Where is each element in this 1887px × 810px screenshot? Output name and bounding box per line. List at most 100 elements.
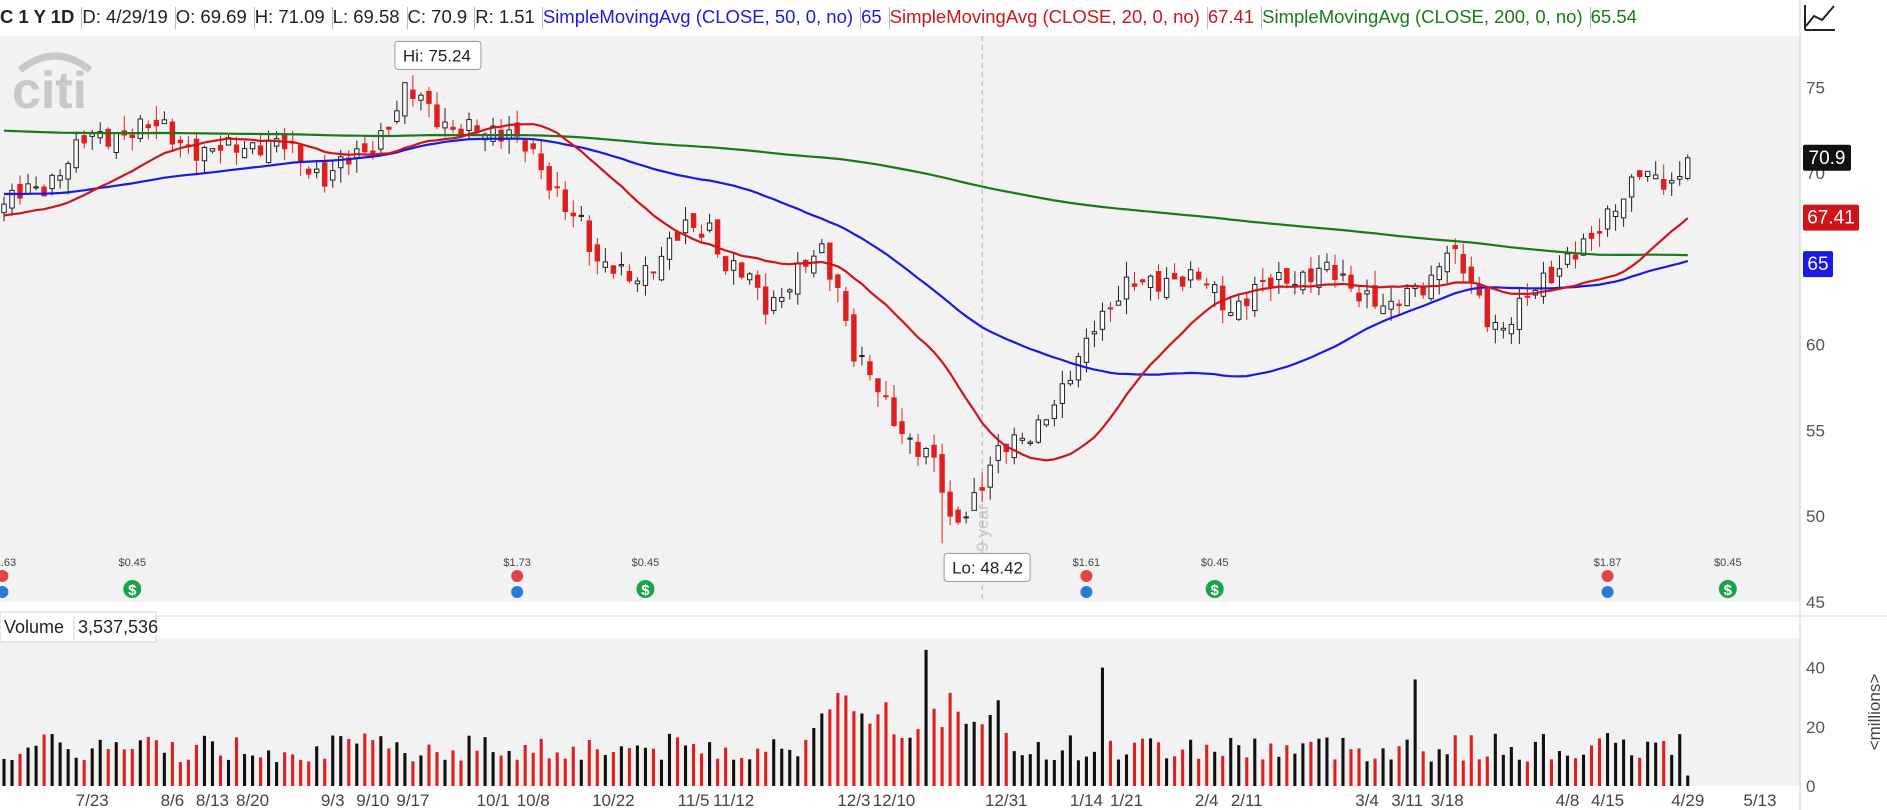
candle-body — [602, 261, 609, 268]
volume-bar — [1606, 733, 1610, 786]
volume-bar — [307, 761, 311, 786]
volume-bar — [876, 714, 880, 786]
volume-bar — [1437, 749, 1441, 786]
candle-body — [626, 270, 633, 282]
volume-bar — [1309, 741, 1313, 786]
volume-bar — [1245, 757, 1249, 786]
candle-body — [827, 242, 833, 280]
sma20-study-label[interactable]: SimpleMovingAvg (CLOSE, 20, 0, no) — [889, 6, 1200, 27]
volume-bar — [82, 759, 86, 786]
candle-body — [610, 265, 617, 274]
volume-bar — [1068, 735, 1072, 786]
event-amount: $0.45 — [1714, 557, 1742, 569]
volume-bar — [1116, 759, 1121, 786]
volume-bar — [267, 750, 271, 786]
range-label: R: 1.51 — [475, 6, 535, 27]
volume-bar — [1662, 740, 1666, 786]
sma50-study-value: 65 — [861, 6, 882, 27]
volume-bar — [1229, 737, 1233, 786]
candle-body — [1436, 266, 1442, 281]
candle-body — [1171, 273, 1178, 280]
candle-body — [578, 214, 584, 217]
candle-body — [1163, 277, 1170, 298]
time-tick-label: 1/14 — [1070, 791, 1103, 810]
volume-bar — [451, 750, 455, 786]
candle-body — [1067, 379, 1074, 385]
volume-bar — [579, 759, 583, 786]
volume-bar — [820, 713, 824, 786]
volume-bar — [1509, 747, 1513, 786]
volume-bar — [523, 744, 527, 786]
candle-body — [546, 166, 552, 191]
candle-body — [1444, 252, 1450, 273]
lo-label: Lo: 48.42 — [952, 558, 1023, 577]
time-tick-label: 10/1 — [477, 791, 510, 810]
volume-bar — [563, 758, 567, 786]
candle-body — [1460, 254, 1466, 274]
volume-bar — [996, 700, 1000, 786]
candle-body — [450, 126, 456, 130]
volume-bar — [259, 757, 263, 786]
volume-bars — [2, 649, 1690, 786]
volume-bar — [643, 747, 647, 786]
volume-bar — [1100, 667, 1104, 786]
volume-bar — [884, 702, 888, 786]
candle-body — [1404, 287, 1410, 307]
volume-bar — [1517, 759, 1521, 786]
volume-bar — [716, 758, 720, 786]
volume-bar — [1253, 738, 1257, 786]
event-amount: $1.87 — [1594, 557, 1622, 569]
candle-body — [1572, 254, 1579, 260]
candle-body — [851, 314, 857, 362]
candle-body — [562, 189, 568, 212]
volume-bar — [1036, 741, 1040, 786]
volume-bar — [627, 748, 631, 786]
candle-body — [1596, 231, 1603, 234]
earnings-icon — [511, 570, 524, 582]
volume-bar — [66, 749, 70, 786]
volume-bar — [924, 649, 928, 786]
volume-bar — [178, 762, 182, 786]
candle-body — [233, 144, 240, 153]
candle-body — [987, 464, 993, 488]
price-tick-label: 75 — [1806, 78, 1825, 97]
candle-body — [257, 145, 264, 156]
candle-body — [570, 212, 576, 217]
time-tick-label: 12/10 — [873, 791, 916, 810]
volume-bar — [1413, 679, 1417, 786]
dividend-icon — [123, 580, 142, 598]
candle-body — [1476, 284, 1482, 296]
candle-body — [867, 361, 873, 376]
volume-bar — [908, 737, 912, 786]
time-tick-label: 9/3 — [321, 791, 345, 810]
candle-body — [1260, 279, 1266, 283]
price-tick-label: 60 — [1806, 336, 1825, 355]
volume-unit-label: <millions> — [1865, 674, 1884, 751]
time-tick-label: 8/6 — [161, 791, 185, 810]
time-tick-label: 11/12 — [713, 791, 754, 810]
time-tick-label: 8/20 — [236, 791, 269, 810]
volume-bar — [619, 746, 623, 786]
candle-body — [1187, 269, 1194, 281]
price-tick-label: 45 — [1806, 593, 1825, 612]
volume-bar — [90, 748, 94, 786]
volume-bar — [130, 748, 134, 786]
candle-body — [706, 222, 713, 231]
volume-bar — [1638, 757, 1642, 786]
volume-bar — [1445, 754, 1449, 786]
volume-legend-box — [0, 611, 157, 643]
candle-body — [899, 421, 905, 435]
candle-body — [738, 262, 745, 278]
candle-body — [161, 119, 168, 125]
volume-value: 3,537,536 — [78, 617, 158, 637]
volume-bar — [331, 735, 335, 786]
sma50-study-label[interactable]: SimpleMovingAvg (CLOSE, 50, 0, no) — [542, 6, 854, 27]
symbol-label[interactable]: C 1 Y 1D — [0, 6, 75, 27]
candle-body — [1043, 419, 1050, 426]
chart-style-icon[interactable] — [1800, 0, 1840, 34]
time-tick-label: 7/23 — [76, 791, 109, 810]
sma200-study-label[interactable]: SimpleMovingAvg (CLOSE, 200, 0, no) — [1262, 6, 1583, 27]
candle-body — [1147, 275, 1154, 289]
volume-bar — [515, 759, 519, 786]
